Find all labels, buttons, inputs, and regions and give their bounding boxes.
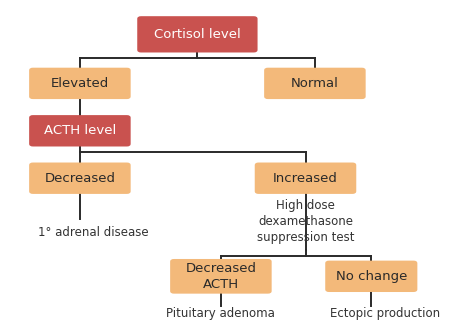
FancyBboxPatch shape: [29, 163, 131, 194]
Text: No change: No change: [336, 270, 407, 283]
FancyBboxPatch shape: [325, 261, 417, 292]
Text: Pituitary adenoma: Pituitary adenoma: [166, 307, 275, 320]
FancyBboxPatch shape: [264, 68, 366, 99]
Text: Ectopic production: Ectopic production: [330, 307, 440, 320]
Text: High dose
dexamethasone
suppression test: High dose dexamethasone suppression test: [257, 199, 354, 245]
Text: Normal: Normal: [291, 77, 339, 90]
FancyBboxPatch shape: [137, 16, 258, 52]
FancyBboxPatch shape: [29, 115, 131, 146]
Text: Increased: Increased: [273, 172, 338, 185]
Text: ACTH level: ACTH level: [44, 124, 116, 137]
FancyBboxPatch shape: [170, 259, 272, 294]
Text: Cortisol level: Cortisol level: [154, 28, 241, 41]
Text: Elevated: Elevated: [51, 77, 109, 90]
FancyBboxPatch shape: [29, 68, 131, 99]
FancyBboxPatch shape: [255, 163, 356, 194]
Text: Decreased: Decreased: [44, 172, 116, 185]
Text: 1° adrenal disease: 1° adrenal disease: [38, 226, 148, 239]
Text: Decreased
ACTH: Decreased ACTH: [185, 262, 257, 291]
